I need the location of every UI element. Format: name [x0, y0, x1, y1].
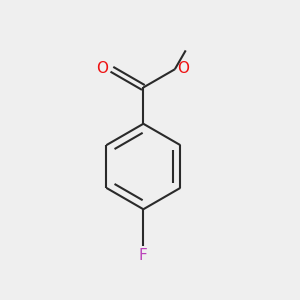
Text: O: O — [96, 61, 108, 76]
Text: O: O — [178, 61, 190, 76]
Text: F: F — [139, 248, 148, 263]
